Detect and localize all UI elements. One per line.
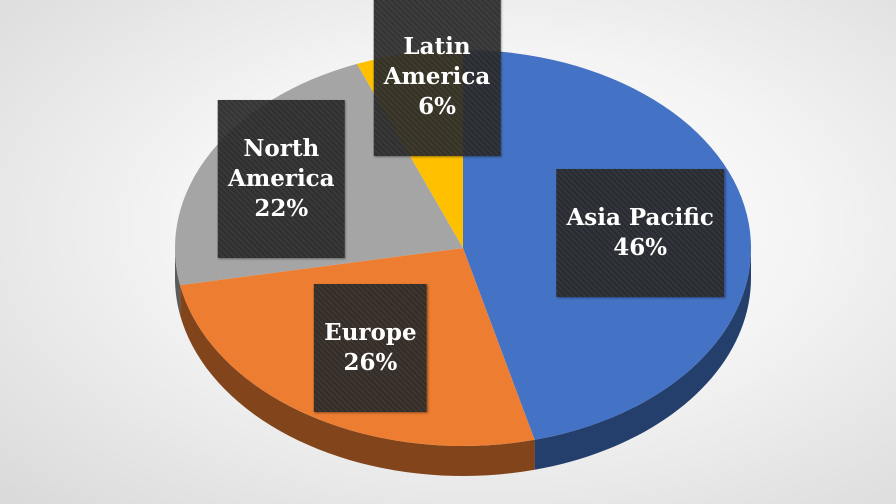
data-label-name: North America — [228, 135, 335, 193]
data-label-name: Europe — [324, 319, 417, 347]
data-label-value: 26% — [343, 349, 398, 377]
data-label-north-america: North America 22% — [218, 100, 345, 259]
data-label-name: Asia Pacific — [566, 203, 714, 231]
data-label-asia-pacific: Asia Pacific 46% — [556, 168, 724, 297]
data-label-name: Latin America — [383, 33, 491, 90]
data-label-value: 6% — [418, 93, 456, 120]
data-label-latin-america: Latin America 6% — [373, 0, 501, 156]
pie-side-north-america — [175, 248, 181, 316]
pie-side-europe — [180, 285, 535, 476]
pie-side-asia-pacific — [534, 248, 751, 470]
data-label-value: 46% — [613, 233, 668, 261]
data-label-value: 22% — [254, 195, 309, 223]
data-label-europe: Europe 26% — [314, 284, 427, 413]
